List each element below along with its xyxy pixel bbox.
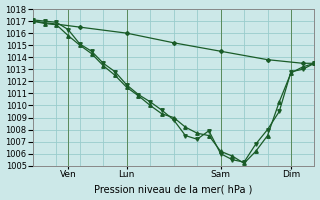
X-axis label: Pression niveau de la mer( hPa ): Pression niveau de la mer( hPa ) [94, 184, 253, 194]
